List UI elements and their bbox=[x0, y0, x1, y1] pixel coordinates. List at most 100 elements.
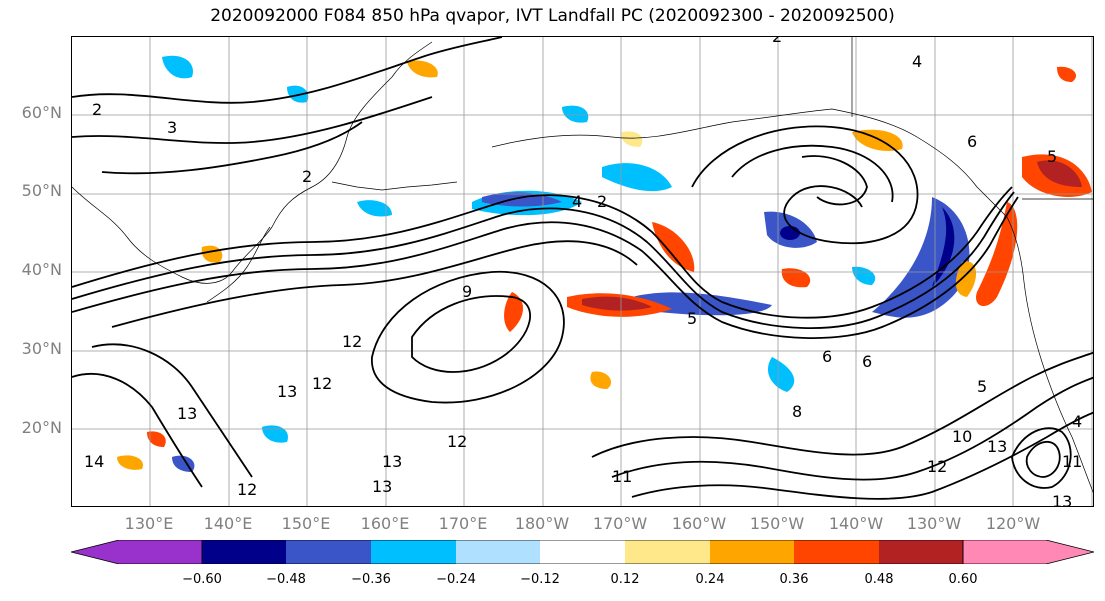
contour-label: 13 bbox=[177, 404, 197, 423]
lon-label-120w: 120°W bbox=[985, 514, 1041, 533]
contour-label: 5 bbox=[1047, 147, 1057, 166]
colorbar-tick: 0.48 bbox=[864, 572, 894, 587]
negative-shading bbox=[602, 163, 672, 192]
contour-label: 12 bbox=[312, 374, 332, 393]
japan-coast bbox=[206, 226, 271, 303]
contour-label: 13 bbox=[987, 437, 1007, 456]
shading-layer bbox=[117, 55, 1092, 472]
negative-shading bbox=[162, 55, 193, 79]
contour-label: 13 bbox=[1052, 492, 1072, 507]
lon-label-130e: 130°E bbox=[124, 514, 174, 533]
positive-shading bbox=[621, 131, 643, 147]
contour-label: 13 bbox=[277, 382, 297, 401]
positive-shading bbox=[117, 455, 143, 470]
lon-label-140w: 140°W bbox=[828, 514, 884, 533]
lat-label-30n: 30°N bbox=[21, 339, 62, 358]
positive-shading bbox=[652, 222, 695, 272]
lon-label-170w: 170°W bbox=[592, 514, 648, 533]
negative-shading bbox=[562, 105, 589, 123]
aleutian-chain bbox=[331, 181, 458, 191]
lon-label-170e: 170°E bbox=[438, 514, 488, 533]
colorbar-swatch bbox=[456, 540, 540, 564]
subtropical-contour bbox=[611, 376, 1093, 481]
contour-label: 13 bbox=[382, 452, 402, 471]
colorbar-tick: −0.12 bbox=[520, 572, 560, 587]
na-coast bbox=[1006, 216, 1093, 493]
subtropical-contour bbox=[631, 411, 1093, 500]
map-panel: 2 3 2 12 13 12 13 13 12 9 5 8 6 11 12 10… bbox=[71, 36, 1094, 507]
colorbar-max-extend bbox=[962, 540, 1094, 564]
positive-shading bbox=[976, 202, 1018, 307]
north-contour bbox=[72, 96, 433, 144]
alaska-coast bbox=[491, 108, 1008, 218]
contour-label: 9 bbox=[462, 282, 472, 301]
colorbar-outline bbox=[201, 540, 964, 564]
contour-lines bbox=[72, 37, 1093, 500]
positive-shading bbox=[1057, 66, 1077, 82]
colorbar-swatch bbox=[371, 540, 456, 564]
colorbar-tick: −0.60 bbox=[182, 572, 222, 587]
contour-label: 11 bbox=[1062, 452, 1082, 471]
jet-contour bbox=[72, 186, 1013, 319]
colorbar-swatch bbox=[879, 540, 963, 564]
contour-label: 13 bbox=[372, 477, 392, 496]
contour-label: 2 bbox=[772, 37, 782, 46]
contour-label: 6 bbox=[967, 132, 977, 151]
contour-label: 8 bbox=[792, 402, 802, 421]
subtropical-contour bbox=[591, 351, 1093, 458]
positive-shading bbox=[852, 129, 903, 152]
negative-shading bbox=[852, 266, 876, 285]
lat-label-20n: 20°N bbox=[21, 418, 62, 437]
contour-label: 5 bbox=[977, 377, 987, 396]
lat-label-50n: 50°N bbox=[21, 181, 62, 200]
positive-shading bbox=[590, 371, 612, 389]
subtropical-contour bbox=[72, 372, 203, 488]
contour-label-layer: 2 3 2 12 13 12 13 13 12 9 5 8 6 11 12 10… bbox=[84, 37, 1082, 507]
colorbar-tick: −0.24 bbox=[436, 572, 476, 587]
colorbar-tick: −0.48 bbox=[266, 572, 306, 587]
contour-label: 12 bbox=[447, 432, 467, 451]
colorbar-tick: 0.36 bbox=[779, 572, 809, 587]
colorbar-tick: 0.24 bbox=[695, 572, 725, 587]
contour-label: 4 bbox=[912, 52, 922, 71]
contour-label: 4 bbox=[1072, 412, 1082, 431]
negative-shading bbox=[357, 200, 392, 217]
map-svg: 2 3 2 12 13 12 13 13 12 9 5 8 6 11 12 10… bbox=[72, 37, 1093, 507]
contour-label: 6 bbox=[822, 347, 832, 366]
negative-shading bbox=[767, 357, 795, 392]
low-contour bbox=[691, 125, 919, 245]
contour-label: 14 bbox=[84, 452, 104, 471]
jet-contour bbox=[72, 196, 1019, 339]
colorbar-tick: 0.12 bbox=[610, 572, 640, 587]
contour-label: 2 bbox=[597, 192, 607, 211]
contour-label: 4 bbox=[572, 192, 582, 211]
contour-label: 10 bbox=[952, 427, 972, 446]
positive-shading bbox=[147, 431, 166, 447]
high-contour bbox=[371, 270, 565, 404]
high-contour bbox=[411, 295, 531, 373]
north-contour bbox=[72, 37, 503, 104]
colorbar-tick: −0.36 bbox=[351, 572, 391, 587]
colorbar bbox=[71, 540, 1094, 564]
contour-label: 2 bbox=[92, 100, 102, 119]
colorbar-swatch bbox=[625, 540, 710, 564]
contour-label: 12 bbox=[342, 332, 362, 351]
lon-label-150e: 150°E bbox=[281, 514, 331, 533]
contour-label: 5 bbox=[687, 309, 697, 328]
jet-contour bbox=[72, 191, 1015, 329]
negative-shading bbox=[262, 425, 288, 443]
lon-label-180w: 180°W bbox=[514, 514, 570, 533]
contour-label: 12 bbox=[927, 457, 947, 476]
colorbar-min-extend bbox=[71, 540, 203, 564]
closed-contour bbox=[1011, 427, 1072, 489]
coastlines bbox=[72, 37, 1093, 493]
positive-shading bbox=[201, 245, 223, 263]
north-contour bbox=[101, 121, 363, 175]
lon-label-150w: 150°W bbox=[749, 514, 805, 533]
subtropical-contour bbox=[91, 343, 253, 478]
positive-shading bbox=[781, 268, 811, 288]
contour-label: 6 bbox=[862, 352, 872, 371]
colorbar-tick: 0.60 bbox=[948, 572, 978, 587]
colorbar-swatch bbox=[540, 540, 625, 564]
lon-label-140e: 140°E bbox=[203, 514, 253, 533]
